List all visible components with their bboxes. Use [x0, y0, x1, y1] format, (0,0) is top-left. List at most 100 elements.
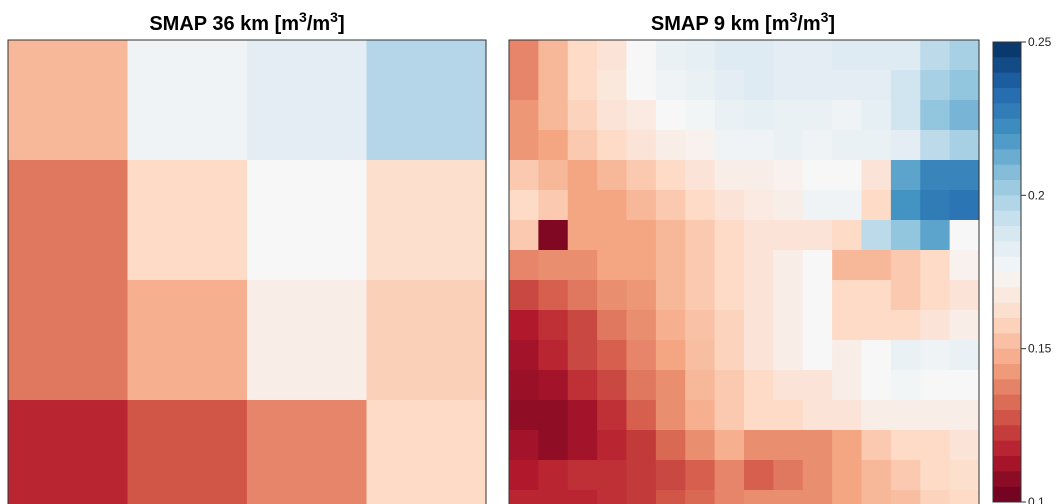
heatmap-cell: [832, 40, 863, 71]
heatmap-cell: [890, 40, 921, 71]
heatmap-cell: [773, 370, 804, 401]
heatmap-cell: [802, 100, 833, 131]
heatmap-cell: [744, 40, 774, 71]
heatmap-cell: [685, 40, 716, 71]
heatmap-cell: [890, 310, 921, 341]
heatmap-cell: [509, 160, 539, 191]
heatmap-cell: [567, 460, 598, 491]
heatmap-cell: [802, 370, 833, 401]
heatmap-cell: [714, 190, 745, 221]
heatmap-cell: [685, 130, 716, 161]
heatmap-cell: [655, 460, 686, 491]
heatmap-cell: [714, 460, 745, 491]
colorbar-segment: [993, 210, 1021, 227]
heatmap-cell: [890, 220, 921, 251]
colorbar-tick-label: 0.25: [1028, 35, 1052, 49]
colorbar-segment: [993, 195, 1021, 212]
heatmap-cell: [597, 190, 628, 221]
heatmap-cell: [127, 400, 248, 504]
colorbar-segment: [993, 42, 1021, 58]
heatmap-cell: [127, 40, 248, 161]
heatmap-cell: [567, 70, 598, 101]
heatmap-cell: [861, 160, 892, 191]
heatmap-cell: [920, 100, 951, 131]
heatmap-cell: [626, 130, 657, 161]
heatmap-cell: [714, 130, 745, 161]
heatmap-cell: [861, 190, 892, 221]
heatmap-cell: [597, 460, 628, 491]
heatmap-cell: [744, 430, 774, 461]
heatmap-cell: [685, 370, 716, 401]
heatmap-cell: [567, 190, 598, 221]
heatmap-cell: [685, 430, 716, 461]
heatmap-cell: [920, 40, 951, 71]
heatmap-cell: [773, 280, 804, 311]
heatmap-cell: [890, 340, 921, 371]
heatmap-cell: [655, 160, 686, 191]
heatmap-cell: [714, 100, 745, 131]
heatmap-cell: [366, 40, 487, 161]
heatmap-cell: [949, 370, 980, 401]
heatmap-cell: [861, 40, 892, 71]
heatmap-cell: [920, 430, 951, 461]
heatmap-cell: [802, 400, 833, 431]
heatmap-cell: [626, 70, 657, 101]
heatmap-cell: [655, 280, 686, 311]
colorbar-segment: [993, 364, 1021, 380]
heatmap-cell: [509, 100, 539, 131]
heatmap-cell: [744, 130, 774, 161]
heatmap-cell: [890, 190, 921, 221]
colorbar-segment: [993, 333, 1021, 350]
heatmap-cell: [509, 190, 539, 221]
colorbar-segment: [993, 318, 1021, 334]
heatmap-cell: [744, 340, 774, 371]
heatmap-cell: [949, 280, 980, 311]
heatmap-cell: [949, 430, 980, 461]
heatmap-cell: [509, 430, 539, 461]
heatmap-cell: [509, 340, 539, 371]
heatmap-cell: [832, 310, 863, 341]
heatmap-cell: [714, 430, 745, 461]
heatmap-cell: [773, 460, 804, 491]
heatmap-cell: [655, 100, 686, 131]
heatmap-cell: [920, 160, 951, 191]
colorbar-segment: [993, 410, 1021, 426]
heatmap-cell: [773, 490, 804, 504]
colorbar-segment: [993, 118, 1021, 135]
heatmap-cell: [861, 430, 892, 461]
heatmap-cell: [567, 220, 598, 251]
heatmap-cell: [567, 160, 598, 191]
heatmap-cell: [538, 160, 569, 191]
heatmap-cell: [567, 310, 598, 341]
heatmap-cell: [655, 310, 686, 341]
heatmap-cell: [890, 250, 921, 281]
heatmap-cell: [890, 130, 921, 161]
heatmap-cell: [744, 400, 774, 431]
heatmap-cell: [949, 160, 980, 191]
heatmap-cell: [685, 100, 716, 131]
heatmap-cell: [949, 250, 980, 281]
heatmap-cell: [8, 400, 129, 504]
heatmap-cell: [744, 100, 774, 131]
heatmap-cell: [538, 250, 569, 281]
colorbar-segment: [993, 287, 1021, 304]
heatmap-cell: [773, 160, 804, 191]
heatmap-cell: [949, 100, 980, 131]
heatmap-cell: [567, 100, 598, 131]
heatmap-cell: [773, 340, 804, 371]
colorbar-segment: [993, 440, 1021, 457]
heatmap-cell: [802, 250, 833, 281]
heatmap-cell: [597, 280, 628, 311]
heatmap-cell: [655, 130, 686, 161]
heatmap-cell: [685, 280, 716, 311]
heatmap-cell: [744, 460, 774, 491]
heatmap-cell: [685, 190, 716, 221]
heatmap-cell: [714, 370, 745, 401]
heatmap-cell: [890, 160, 921, 191]
heatmap-cell: [127, 160, 248, 281]
colorbar-segment: [993, 226, 1021, 242]
heatmap-cell: [655, 400, 686, 431]
heatmap-cell: [773, 250, 804, 281]
heatmap-cell: [655, 40, 686, 71]
